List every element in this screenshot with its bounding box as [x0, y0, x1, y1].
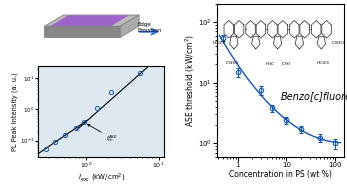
Text: Emission: Emission [137, 28, 162, 33]
X-axis label: Concentration in PS (wt %): Concentration in PS (wt %) [229, 170, 332, 179]
Y-axis label: PL Peak Intensity (a. u.): PL Peak Intensity (a. u.) [12, 72, 18, 151]
Polygon shape [51, 15, 129, 26]
Y-axis label: ASE threshold (kW/cm$^2$): ASE threshold (kW/cm$^2$) [183, 34, 197, 127]
X-axis label: $I_{exc}$ (kW/cm$^2$): $I_{exc}$ (kW/cm$^2$) [78, 172, 125, 184]
Text: $I_{th}^{ASE}$: $I_{th}^{ASE}$ [87, 124, 118, 144]
Polygon shape [120, 15, 139, 37]
Text: Benzo[c]fluorene: Benzo[c]fluorene [280, 91, 347, 101]
Polygon shape [44, 15, 139, 26]
Text: Edge: Edge [137, 22, 151, 27]
Polygon shape [44, 26, 120, 37]
